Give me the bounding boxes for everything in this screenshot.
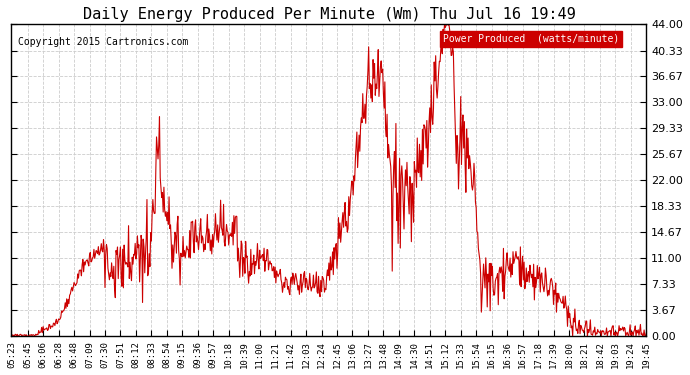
Text: Power Produced  (watts/minute): Power Produced (watts/minute) [443, 34, 620, 44]
Title: Daily Energy Produced Per Minute (Wm) Thu Jul 16 19:49: Daily Energy Produced Per Minute (Wm) Th… [83, 7, 575, 22]
Text: Copyright 2015 Cartronics.com: Copyright 2015 Cartronics.com [18, 37, 188, 47]
